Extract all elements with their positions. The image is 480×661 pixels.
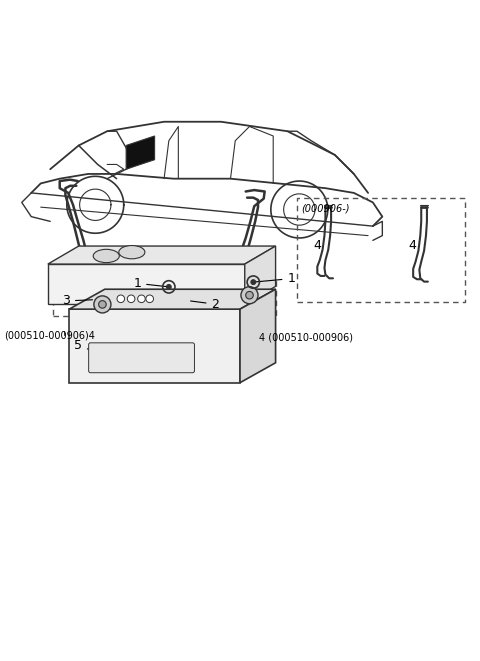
Text: (000906-): (000906-) <box>301 204 350 214</box>
Polygon shape <box>69 290 276 309</box>
Polygon shape <box>69 309 240 383</box>
Text: 3: 3 <box>62 294 93 307</box>
Text: 4: 4 <box>313 239 322 252</box>
Circle shape <box>167 284 171 290</box>
Text: 1: 1 <box>133 277 166 290</box>
Circle shape <box>241 287 258 304</box>
Text: 4 (000510-000906): 4 (000510-000906) <box>259 332 353 342</box>
Text: 5: 5 <box>74 340 102 354</box>
Circle shape <box>146 295 154 303</box>
Text: (000510-000906)4: (000510-000906)4 <box>4 330 95 340</box>
Circle shape <box>94 296 111 313</box>
Polygon shape <box>48 264 245 305</box>
Text: 2: 2 <box>191 297 219 311</box>
Polygon shape <box>245 246 276 305</box>
Ellipse shape <box>93 249 120 262</box>
Polygon shape <box>126 136 155 169</box>
Circle shape <box>251 280 256 284</box>
Text: 1: 1 <box>256 272 295 285</box>
Circle shape <box>127 295 135 303</box>
Circle shape <box>138 295 145 303</box>
Text: 4: 4 <box>408 239 416 252</box>
Ellipse shape <box>119 245 145 259</box>
Circle shape <box>246 292 253 299</box>
Polygon shape <box>240 290 276 383</box>
Circle shape <box>98 301 106 308</box>
Polygon shape <box>48 246 276 264</box>
FancyBboxPatch shape <box>89 343 194 373</box>
Circle shape <box>117 295 125 303</box>
